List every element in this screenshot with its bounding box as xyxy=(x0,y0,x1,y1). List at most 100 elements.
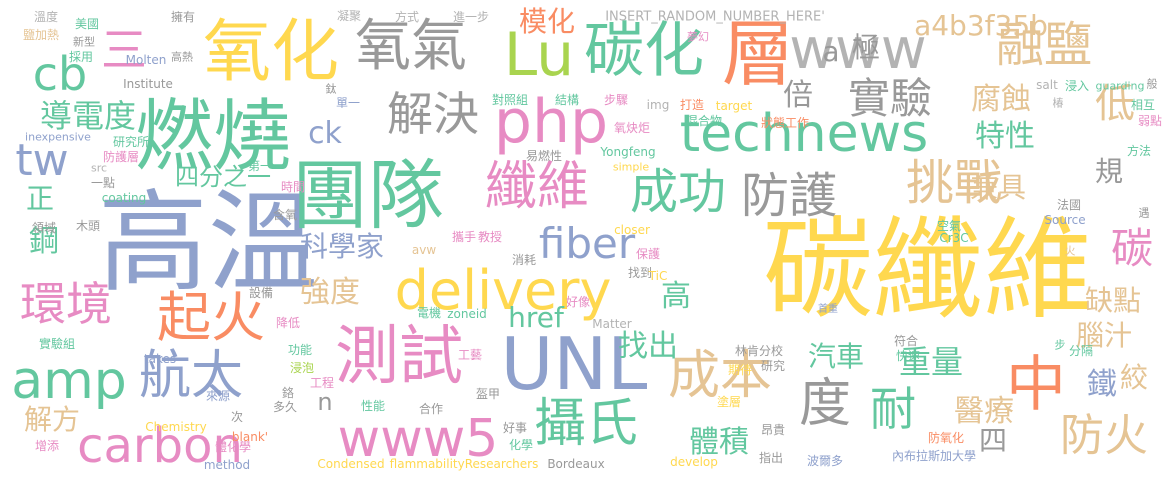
cloud-word: 碳 xyxy=(1110,224,1154,273)
cloud-word: 導電度 xyxy=(39,97,137,135)
cloud-word: 碳纖維 xyxy=(763,206,1093,334)
cloud-word: 對照組 xyxy=(491,93,529,107)
cloud-word: 狀態工作 xyxy=(760,116,810,130)
cloud-word: 美國 xyxy=(74,17,100,31)
cloud-word: 倍 xyxy=(783,78,813,113)
cloud-word: 好像 xyxy=(565,295,591,309)
cloud-word: 多久 xyxy=(272,400,298,414)
cloud-word: 腦汁 xyxy=(1075,319,1133,352)
cloud-word: img xyxy=(646,98,670,112)
cloud-word: 塗層 xyxy=(716,395,742,409)
cloud-word: 化學 xyxy=(508,438,534,452)
cloud-word: src xyxy=(90,161,108,175)
cloud-word: 氧化 xyxy=(202,13,340,92)
cloud-word: 弱點 xyxy=(1137,114,1163,128)
cloud-word: 夢幻 xyxy=(687,30,709,44)
cloud-word: 極 xyxy=(851,31,881,64)
cloud-word: 木頭 xyxy=(75,219,101,233)
cloud-word: inexpensive xyxy=(25,130,91,144)
cloud-word: cb xyxy=(32,47,88,101)
cloud-word: 凝聚 xyxy=(336,9,362,23)
cloud-word: 挑戰 xyxy=(905,155,1003,211)
cloud-word: 浸入 xyxy=(1064,79,1090,93)
cloud-word: Institute xyxy=(123,77,173,91)
cloud-word: 工程 xyxy=(309,376,335,390)
cloud-word: guarding xyxy=(1095,79,1145,93)
cloud-word: 鐵 xyxy=(1087,367,1117,402)
cloud-word: 般 xyxy=(1146,77,1158,91)
cloud-word: 設備 xyxy=(248,286,274,300)
cloud-word: 團隊 xyxy=(292,151,444,240)
cloud-word: 盔甲 xyxy=(475,387,501,401)
cloud-word: 防護 xyxy=(740,168,838,224)
cloud-word: 醫療 xyxy=(954,394,1014,429)
cloud-word: 腐蝕 xyxy=(971,82,1031,117)
cloud-word: 第一 xyxy=(247,159,273,173)
cloud-word: target xyxy=(715,99,753,113)
cloud-word: 浸泡 xyxy=(289,361,315,375)
cloud-word: 重量 xyxy=(898,343,964,381)
cloud-word: 起火 xyxy=(157,286,265,349)
cloud-word: 火 xyxy=(1064,244,1076,258)
cloud-word: 測試 xyxy=(335,320,463,394)
cloud-word: takes xyxy=(143,352,177,366)
cloud-word: 領域 xyxy=(31,221,57,235)
cloud-word: 模化 xyxy=(518,5,576,38)
cloud-word: 攝氏 xyxy=(533,394,639,454)
cloud-word: 法國 xyxy=(1056,198,1082,212)
cloud-word: INSERT_RANDOM_NUMBER_HERE' xyxy=(605,9,825,25)
cloud-word: 打造 xyxy=(679,98,705,112)
cloud-word: coating xyxy=(101,191,147,205)
cloud-word: 林肯分校 xyxy=(734,344,784,358)
cloud-word: method xyxy=(203,458,251,472)
cloud-word: 電機 xyxy=(416,306,442,320)
cloud-word: fiber xyxy=(538,219,636,268)
cloud-word: 成本 xyxy=(667,346,773,406)
cloud-word: 功能 xyxy=(287,343,313,357)
cloud-word: 氧炔炬 xyxy=(613,121,651,135)
cloud-word: ck xyxy=(308,116,342,151)
cloud-word: 找到 xyxy=(627,266,653,280)
cloud-word: 高溫 xyxy=(98,179,318,307)
cloud-word: Chemistry xyxy=(145,420,207,434)
cloud-word: 結構 xyxy=(554,93,580,107)
cloud-word: 實驗組 xyxy=(38,337,76,351)
cloud-word: 層 xyxy=(721,12,795,96)
cloud-word: 指出 xyxy=(758,451,784,465)
cloud-word: 實驗 xyxy=(847,74,933,123)
cloud-word: 首重 xyxy=(818,304,838,315)
cloud-word: 正 xyxy=(25,182,55,215)
cloud-word: 保護 xyxy=(635,247,661,261)
cloud-word: 四 xyxy=(978,424,1008,457)
cloud-word: 一點 xyxy=(90,176,116,190)
cloud-word: 規 xyxy=(1094,155,1124,188)
cloud-word: 方法 xyxy=(1126,144,1152,158)
cloud-word: 期待 xyxy=(727,363,753,377)
cloud-word: Lu xyxy=(503,20,575,90)
cloud-word: 融鹽 xyxy=(995,17,1093,73)
cloud-word: Source xyxy=(1044,213,1086,227)
cloud-word: 高熱 xyxy=(171,50,193,64)
cloud-word: 汽車 xyxy=(807,340,865,373)
cloud-word: www xyxy=(789,17,927,82)
cloud-word: Molten xyxy=(125,53,167,67)
cloud-word: 空氣 xyxy=(936,219,962,233)
cloud-word: 擁有 xyxy=(170,10,196,24)
cloud-word: develop xyxy=(670,455,718,469)
cloud-word: zoneid xyxy=(447,307,487,321)
cloud-word: 來源 xyxy=(205,389,231,403)
cloud-word: 研究所 xyxy=(112,135,150,149)
cloud-word: simple xyxy=(612,160,650,174)
cloud-word: 易燃性 xyxy=(525,149,563,163)
cloud-word: 強度 xyxy=(300,275,360,310)
cloud-word: 三 xyxy=(101,23,147,77)
cloud-word: Matter xyxy=(592,317,632,331)
cloud-word: 氧氣 xyxy=(355,14,467,79)
cloud-word: 教授 xyxy=(477,230,503,244)
cloud-word: 缺點 xyxy=(1084,284,1142,317)
cloud-word: 時間 xyxy=(280,180,306,194)
cloud-word: 科學家 xyxy=(299,230,385,263)
cloud-word: 步驟 xyxy=(603,93,629,107)
cloud-word: avw xyxy=(411,243,437,257)
